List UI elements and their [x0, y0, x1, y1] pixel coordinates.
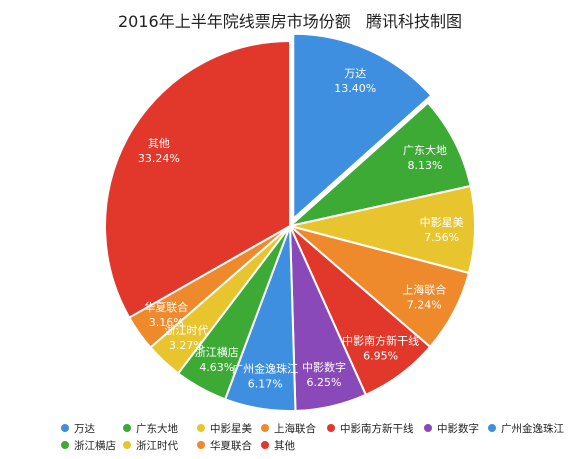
- slice-value-label: 6.25%: [306, 376, 341, 389]
- pie-slices: [104, 32, 476, 412]
- legend-entry-label: 广州金逸珠江: [501, 422, 564, 435]
- legend-entry-label: 广东大地: [136, 422, 178, 435]
- legend-marker: [61, 441, 69, 449]
- legend-entry-label: 中影星美: [210, 422, 252, 435]
- legend-marker: [261, 424, 269, 432]
- legend-entry-label: 浙江横店: [74, 439, 116, 452]
- slice-value-label: 33.24%: [138, 152, 180, 165]
- slice-value-label: 3.16%: [149, 316, 184, 329]
- legend-marker: [61, 424, 69, 432]
- legend-entry-label: 万达: [74, 423, 95, 435]
- slice-name-label: 中影南方新干线: [342, 334, 419, 348]
- slice-value-label: 7.24%: [407, 299, 442, 312]
- legend-entry-label: 浙江时代: [136, 440, 178, 452]
- legend-marker: [123, 424, 131, 432]
- slice-labels: 万达 13.40% 广东大地 8.13% 中影星美 7.56% 上海联合 7.24% 中影南方新…: [138, 67, 464, 390]
- slice-value-label: 3.27%: [169, 339, 204, 352]
- chart-title: 2016年上半年院线票房市场份额 腾讯科技制图: [118, 12, 462, 31]
- legend-entry-label: 华夏联合: [210, 439, 252, 452]
- legend-marker: [488, 424, 496, 432]
- legend-entry-label: 中影南方新干线: [340, 422, 414, 435]
- legend-marker: [123, 441, 131, 449]
- slice-name-label: 华夏联合: [144, 300, 188, 314]
- pie-slice-1: [292, 32, 433, 221]
- legend-entry-label: 上海联合: [274, 422, 316, 435]
- slice-value-label: 6.17%: [248, 378, 283, 391]
- slice-value-label: 8.13%: [408, 159, 443, 172]
- slice-name-label: 浙江横店: [195, 345, 239, 359]
- slice-name-label: 广东大地: [403, 143, 447, 157]
- slice-name-label: 中影星美: [420, 216, 464, 229]
- slice-name-label: 万达: [344, 67, 366, 80]
- legend-marker: [261, 441, 269, 449]
- legend-marker: [424, 424, 432, 432]
- slice-name-label: 其他: [148, 137, 170, 150]
- slice-name-label: 中影数字: [302, 360, 346, 374]
- legend-entry-label: 其他: [274, 439, 295, 452]
- slice-value-label: 6.95%: [363, 350, 398, 363]
- legend-marker: [327, 424, 335, 432]
- slice-value-label: 7.56%: [424, 231, 459, 244]
- slice-name-label: 浙江时代: [164, 324, 208, 337]
- slice-name-label: 广州金逸珠江: [232, 362, 298, 376]
- legend-entry-label: 中影数字: [437, 422, 479, 435]
- legend-marker: [197, 424, 205, 432]
- slice-value-label: 4.63%: [199, 361, 234, 374]
- legend-marker: [197, 441, 205, 449]
- pie-slice-11: [104, 39, 291, 319]
- slice-value-label: 13.40%: [334, 82, 376, 95]
- slice-name-label: 上海联合: [402, 283, 446, 297]
